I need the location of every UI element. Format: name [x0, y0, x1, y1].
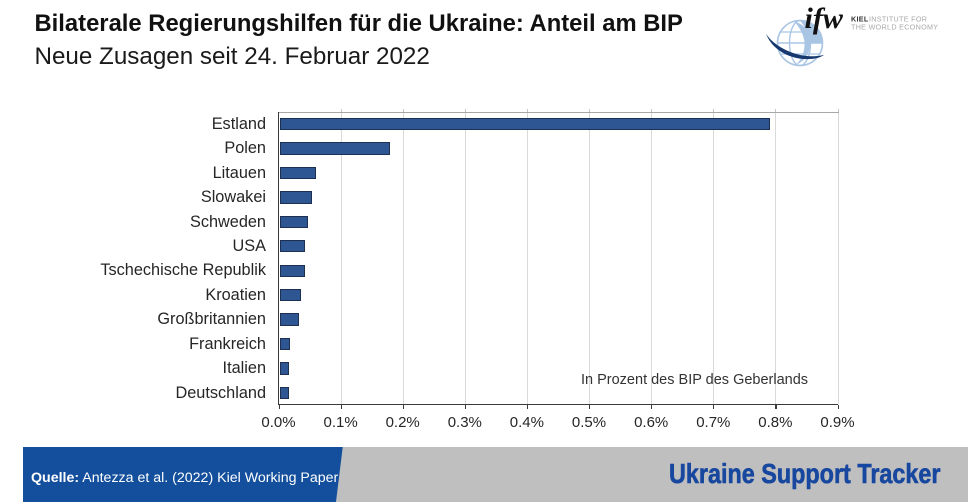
svg-text:INSTITUTE FOR: INSTITUTE FOR — [869, 14, 927, 23]
svg-text:KIEL: KIEL — [851, 14, 869, 23]
svg-text:THE WORLD ECONOMY: THE WORLD ECONOMY — [851, 23, 938, 32]
svg-text:ifw: ifw — [805, 2, 844, 35]
